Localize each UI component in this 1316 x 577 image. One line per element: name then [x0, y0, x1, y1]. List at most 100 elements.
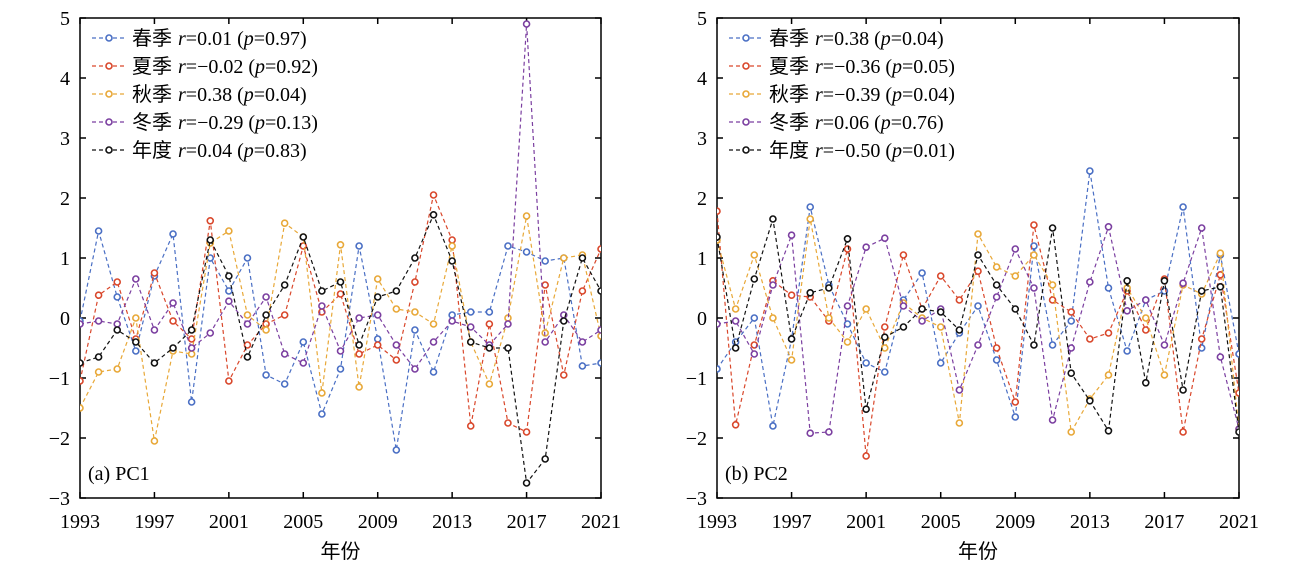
data-point [1141, 314, 1150, 322]
data-point [936, 308, 945, 316]
y-tick-label: −1 [49, 368, 70, 390]
legend-stats: r=−0.29 (p=0.13) [178, 112, 318, 134]
legend-series-name: 夏季 [769, 54, 809, 78]
data-point [1067, 317, 1076, 325]
data-point [243, 311, 252, 319]
data-point [336, 278, 345, 286]
data-point [113, 326, 122, 334]
y-tick-label: −3 [686, 488, 707, 510]
data-point [559, 317, 568, 325]
data-point [1216, 270, 1225, 279]
data-point [1104, 284, 1113, 292]
x-tick-label: 1997 [772, 511, 812, 533]
data-point [392, 305, 401, 313]
stat-r-value: =−0.50 ( [823, 140, 893, 162]
stat-r-value: =0.38 ( [823, 28, 881, 50]
data-point [80, 377, 84, 385]
data-point [1048, 224, 1057, 232]
x-tick-label: 2021 [1219, 511, 1259, 533]
y-tick-label: 2 [697, 188, 707, 210]
data-point [94, 317, 103, 325]
data-point [1123, 306, 1131, 315]
data-point [597, 287, 601, 295]
data-point [299, 359, 308, 367]
data-point [992, 344, 1001, 352]
stat-r-value: =−0.39 ( [823, 84, 893, 106]
stat-r-symbol: r [815, 56, 823, 78]
data-point [80, 359, 84, 367]
data-point [485, 320, 494, 328]
data-point [787, 291, 796, 300]
data-point [466, 338, 475, 346]
data-point [1160, 371, 1169, 379]
data-point [187, 326, 196, 334]
x-tick-label: 1993 [697, 511, 737, 533]
data-point [578, 254, 587, 262]
data-point [806, 215, 815, 223]
data-point [1197, 224, 1206, 232]
data-point [597, 326, 601, 334]
data-point [280, 380, 289, 388]
stat-r-value: =−0.36 ( [823, 56, 893, 78]
data-point [825, 314, 833, 322]
data-point [1011, 305, 1020, 313]
y-tick-label: 4 [697, 68, 707, 90]
data-point [243, 320, 252, 328]
data-point [717, 365, 721, 373]
legend-marker [742, 90, 750, 98]
data-point [769, 281, 777, 289]
data-point [1030, 242, 1038, 250]
data-point [448, 236, 456, 244]
data-point [411, 365, 419, 373]
x-tick-label: 2013 [1070, 511, 1110, 533]
data-point [1123, 276, 1131, 285]
data-point [318, 287, 326, 295]
series-5 [80, 211, 601, 487]
data-point [373, 275, 382, 283]
series-line [717, 218, 1239, 434]
y-tick-label: 5 [697, 8, 707, 30]
data-point [262, 326, 270, 334]
data-point [769, 215, 777, 223]
data-point [448, 317, 456, 325]
legend-stats: r=0.38 (p=0.04) [815, 28, 944, 50]
legend-marker [105, 90, 113, 98]
stat-p-value: =0.92) [265, 56, 318, 78]
data-point [225, 227, 233, 235]
series-line [80, 192, 601, 433]
data-point [1179, 386, 1187, 394]
data-point [150, 359, 159, 367]
data-point [1216, 353, 1225, 361]
stat-r-symbol: r [178, 112, 186, 134]
data-point [169, 344, 177, 352]
series-5 [717, 215, 1239, 436]
y-tick-label: 3 [697, 128, 707, 150]
x-tick-label: 1997 [134, 511, 174, 533]
data-point [429, 338, 438, 346]
data-point [974, 230, 982, 238]
y-tick-label: 1 [60, 248, 70, 270]
data-point [132, 338, 140, 346]
data-point [750, 350, 759, 358]
y-tick-label: −2 [686, 428, 707, 450]
data-point [355, 350, 363, 358]
stat-r-symbol: r [178, 140, 186, 162]
legend-marker [742, 62, 750, 70]
data-point [974, 267, 982, 276]
data-point [936, 272, 945, 280]
stat-r-symbol: r [815, 28, 823, 50]
data-point [392, 341, 401, 349]
series-line [80, 213, 601, 485]
data-point [113, 365, 122, 373]
data-point [206, 217, 215, 225]
stat-r-value: =0.06 ( [823, 112, 881, 134]
y-tick-label: 1 [697, 248, 707, 270]
data-point [225, 272, 233, 280]
data-point [974, 251, 982, 259]
data-point [843, 338, 852, 346]
panel-label: (a) PC1 [88, 463, 150, 485]
data-point [578, 338, 587, 346]
data-point [94, 368, 103, 376]
legend-stats: r=0.38 (p=0.04) [178, 84, 307, 106]
